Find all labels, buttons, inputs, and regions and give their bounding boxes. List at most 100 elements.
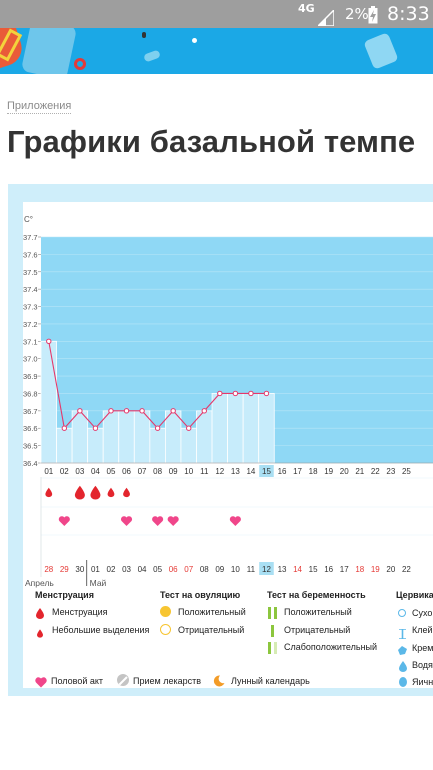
y-tick-label: 37.6: [23, 250, 38, 259]
cycle-day-label: 25: [402, 467, 411, 476]
calendar-date-label: 14: [293, 565, 302, 574]
menstruation-drop-icon: [107, 487, 115, 498]
calendar-date-label: 04: [138, 565, 147, 574]
cycle-day-label: 16: [278, 467, 287, 476]
temperature-bar: [133, 410, 151, 464]
legend-ovulation-positive: Положительный: [178, 607, 246, 617]
y-tick-label: 37.4: [23, 285, 38, 294]
temperature-bar: [242, 393, 260, 464]
cervical-sticky-icon: [399, 626, 406, 644]
signal-icon: [316, 7, 335, 27]
bbt-chart[interactable]: C° 37.7 37.6 37.5 37.4 37.3 37.2 37.1 37.0 36.9 36…: [23, 202, 433, 688]
intercourse-heart-icon: [58, 516, 70, 526]
y-axis-unit: C°: [24, 215, 33, 224]
y-tick-label: 37.2: [23, 320, 38, 329]
calendar-date-label: 09: [215, 565, 224, 574]
cycle-day-label: 03: [75, 467, 84, 476]
light-discharge-drop-icon: [37, 625, 43, 643]
y-tick-label: 37.3: [23, 303, 38, 312]
y-tick-label: 37.7: [23, 233, 38, 242]
network-type: 4G: [298, 2, 315, 15]
breadcrumb[interactable]: Приложения: [7, 100, 72, 114]
cycle-day-label: 08: [153, 467, 162, 476]
heart-icon: [35, 675, 47, 693]
temperature-bar: [180, 427, 197, 464]
temperature-point: [154, 425, 161, 431]
menstruation-drop-icon: [90, 485, 101, 500]
cycle-day-label: 17: [293, 467, 302, 476]
legend-cervical-title: Цервика: [396, 590, 433, 600]
legend-pregnancy-title: Тест на беременность: [267, 590, 366, 600]
cycle-day-label: 21: [355, 467, 364, 476]
legend-intercourse: Половой акт: [51, 676, 104, 686]
cycle-day-label: 02: [60, 467, 69, 476]
temperature-point: [201, 408, 207, 414]
temperature-bar: [227, 393, 244, 464]
month-label-may: Май: [90, 578, 107, 588]
cycle-day-label: 05: [107, 467, 116, 476]
temperature-bar: [211, 393, 229, 464]
calendar-date-label: 16: [324, 565, 333, 574]
menstruation-drop-icon: [45, 487, 53, 498]
y-tick-label: 36.6: [23, 424, 38, 433]
cervical-egg-white-icon: [399, 677, 407, 687]
page-title: Графики базальной темпе: [7, 124, 416, 159]
calendar-date-label: 01: [91, 565, 100, 574]
temperature-bar: [40, 340, 57, 464]
cycle-day-label: 09: [169, 467, 178, 476]
cycle-day-label: 13: [231, 467, 240, 476]
cycle-day-label: 22: [371, 467, 380, 476]
pill-icon: [117, 674, 129, 686]
calendar-date-label: 13: [278, 565, 287, 574]
y-tick-label: 37.1: [23, 337, 38, 346]
battery-charging-icon: [368, 5, 378, 24]
calendar-date-label: 08: [200, 565, 209, 574]
legend-lunar-calendar: Лунный календарь: [231, 676, 310, 686]
legend-menstruation-title: Менструация: [35, 590, 94, 600]
legend-cervical-egg-white: Яичн: [412, 677, 433, 687]
cervical-creamy-icon: [398, 643, 407, 661]
cycle-day-label: 15: [262, 467, 271, 476]
cycle-day-label: 06: [122, 467, 131, 476]
legend-cervical-creamy: Крем: [412, 643, 433, 653]
menstruation-drop-icon: [36, 606, 44, 624]
temperature-bar: [258, 393, 275, 464]
temperature-point: [248, 390, 254, 397]
cycle-day-label: 19: [324, 467, 333, 476]
calendar-date-label: 19: [371, 565, 380, 574]
calendar-date-label: 30: [75, 565, 84, 574]
cycle-day-label: 20: [340, 467, 349, 476]
calendar-date-label: 06: [169, 565, 178, 574]
calendar-date-label: 11: [247, 565, 256, 574]
legend-ovulation-negative: Отрицательный: [178, 625, 245, 635]
legend-ovulation-title: Тест на овуляцию: [160, 590, 241, 600]
temperature-point: [170, 408, 176, 414]
temperature-point: [108, 408, 114, 414]
ovulation-positive-icon: [160, 606, 171, 617]
ovulation-negative-icon: [160, 624, 171, 635]
legend-pregnancy-weak: Слабоположительный: [284, 642, 378, 652]
legend-cervical-dry: Сухо: [412, 608, 433, 618]
calendar-date-label: 03: [122, 565, 131, 574]
cycle-day-label: 23: [386, 467, 395, 476]
legend-cervical-sticky: Клей: [412, 625, 433, 635]
calendar-date-label: 05: [153, 565, 162, 574]
clock: 8:33: [387, 3, 430, 25]
calendar-date-label: 15: [309, 565, 318, 574]
y-tick-label: 37.0: [23, 355, 38, 364]
calendar-date-label: 18: [355, 565, 364, 574]
legend-light-discharge-item: Небольшие выделения: [52, 625, 150, 635]
temperature-bar: [149, 427, 166, 464]
cycle-day-label: 11: [200, 467, 209, 476]
cycle-day-label: 12: [215, 467, 224, 476]
legend-cervical-watery: Водя: [412, 660, 433, 670]
legend-pregnancy-negative: Отрицательный: [284, 625, 351, 635]
temperature-point: [263, 390, 270, 397]
intercourse-heart-icon: [229, 516, 241, 526]
calendar-date-label: 22: [402, 565, 411, 574]
current-day-highlight: [259, 465, 274, 477]
menstruation-drop-icon: [123, 487, 130, 498]
temperature-point: [92, 425, 99, 431]
calendar-date-label: 17: [340, 565, 349, 574]
cervical-dry-icon: [398, 609, 406, 617]
